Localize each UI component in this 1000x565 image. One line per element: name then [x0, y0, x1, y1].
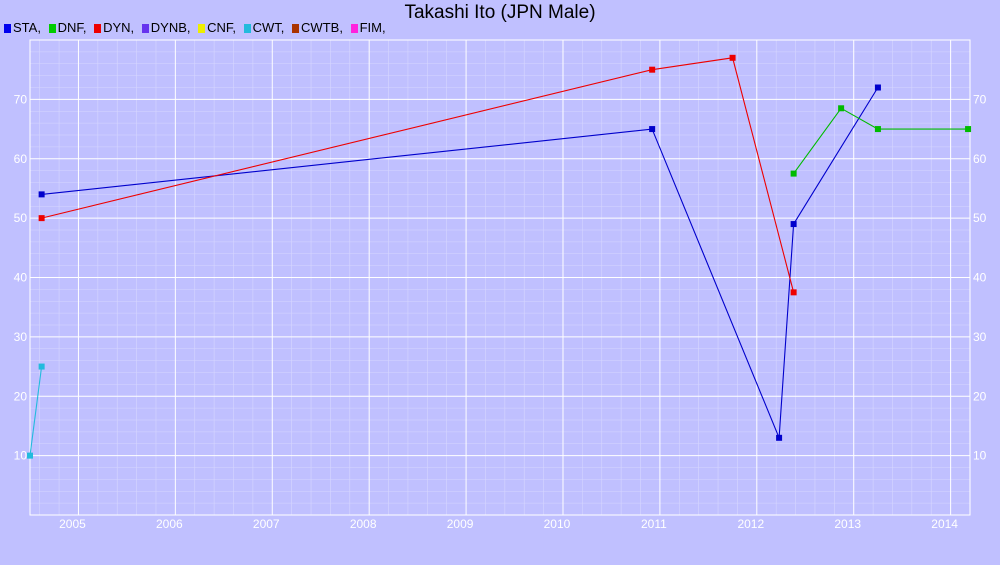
legend-item-sta[interactable]: STA, [4, 20, 41, 35]
series-dyn [38, 54, 797, 296]
x-tick-label: 2008 [350, 517, 377, 531]
legend-item-dnf[interactable]: DNF, [48, 20, 87, 35]
series-layer [27, 54, 972, 459]
y-tick-label-left: 70 [14, 92, 28, 106]
x-tick-label: 2006 [156, 517, 183, 531]
legend-swatch-cwtb [292, 24, 300, 33]
legend-swatch-fim [350, 24, 358, 33]
y-tick-label-right: 20 [973, 389, 987, 403]
y-tick-label-left: 60 [14, 152, 28, 166]
legend-swatch-dynb [141, 24, 149, 33]
y-tick-label-left: 50 [14, 211, 28, 225]
legend-swatch-cwt [243, 24, 251, 33]
y-tick-label-right: 10 [973, 449, 987, 463]
legend-label-cwt: CWT, [252, 20, 285, 35]
series-cwt [27, 363, 45, 459]
data-point-sta[interactable] [649, 126, 656, 133]
chart-title: Takashi Ito (JPN Male) [404, 2, 596, 23]
data-point-dnf[interactable] [838, 105, 845, 112]
data-point-sta[interactable] [874, 84, 881, 91]
legend-label-dynb: DYNB, [150, 20, 191, 35]
data-point-dnf[interactable] [874, 126, 881, 133]
tick-labels: 2005 2006 2007 2008 2009 2010 2011 2012 2013 2014… [14, 92, 987, 531]
y-tick-label-left: 20 [14, 389, 28, 403]
major-grid [30, 40, 970, 515]
x-tick-label: 2005 [59, 517, 86, 531]
legend: STA, DNF, DYN, DYNB, CNF, CWT, CWTB, FIM… [4, 20, 390, 35]
legend-label-dyn: DYN, [103, 20, 135, 35]
x-tick-label: 2007 [253, 517, 280, 531]
legend-label-cwtb: CWTB, [301, 20, 343, 35]
x-tick-label: 2014 [931, 517, 958, 531]
series-sta [38, 84, 881, 441]
legend-item-dyn[interactable]: DYN, [94, 20, 134, 35]
legend-label-fim: FIM, [359, 20, 386, 35]
y-tick-label-left: 40 [14, 271, 28, 285]
series-dnf [790, 105, 972, 177]
legend-item-fim[interactable]: FIM, [350, 20, 386, 35]
legend-item-cwt[interactable]: CWT, [243, 20, 285, 35]
series-line-cwt [29, 366, 43, 456]
legend-swatch-sta [4, 24, 11, 33]
x-tick-label: 2009 [447, 517, 474, 531]
legend-item-cnf[interactable]: CNF, [198, 20, 236, 35]
legend-item-dynb[interactable]: DYNB, [141, 20, 191, 35]
data-point-sta[interactable] [790, 221, 797, 228]
series-line-dyn [41, 57, 795, 293]
legend-swatch-dnf [48, 24, 56, 33]
y-tick-label-right: 60 [973, 152, 987, 166]
x-tick-label: 2012 [737, 517, 764, 531]
y-tick-label-left: 10 [14, 449, 28, 463]
x-tick-label: 2011 [641, 517, 667, 531]
x-tick-label: 2010 [544, 517, 571, 531]
data-point-sta[interactable] [38, 191, 45, 198]
series-line-dnf [793, 107, 969, 174]
legend-label-sta: STA, [13, 20, 41, 35]
legend-item-cwtb[interactable]: CWTB, [292, 20, 343, 35]
data-point-dyn[interactable] [790, 289, 797, 296]
legend-swatch-cnf [198, 24, 206, 33]
data-point-dyn[interactable] [729, 54, 736, 61]
data-point-sta[interactable] [776, 434, 783, 441]
y-tick-label-left: 30 [14, 330, 28, 344]
data-point-cwt[interactable] [38, 363, 45, 370]
data-point-dyn[interactable] [38, 215, 45, 222]
plot-frame [29, 39, 971, 516]
data-point-cwt[interactable] [27, 452, 33, 459]
y-tick-label-right: 40 [973, 271, 987, 285]
data-point-dnf[interactable] [965, 126, 972, 133]
legend-label-dnf: DNF, [57, 20, 87, 35]
x-tick-label: 2013 [834, 517, 861, 531]
data-point-dnf[interactable] [790, 170, 797, 177]
data-point-dyn[interactable] [649, 66, 656, 73]
y-tick-label-right: 50 [973, 211, 987, 225]
series-line-sta [41, 87, 879, 439]
y-tick-label-right: 30 [973, 330, 987, 344]
legend-swatch-dyn [94, 24, 102, 33]
minor-grid [30, 40, 971, 515]
y-tick-label-right: 70 [973, 92, 987, 106]
legend-label-cnf: CNF, [207, 20, 237, 35]
